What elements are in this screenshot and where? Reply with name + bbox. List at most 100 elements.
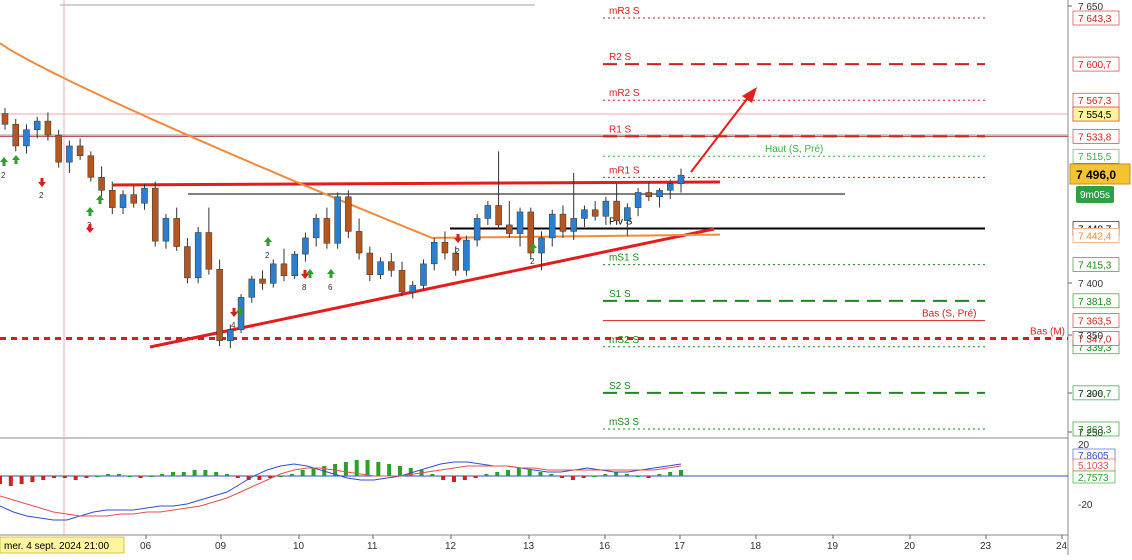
time-axis-label: 13 [523,541,535,552]
candle [205,207,213,275]
candle [463,235,470,276]
candle-body [173,218,180,247]
sell-signal-arrow [230,308,238,317]
signal-line [0,465,682,517]
candle-body [216,269,223,341]
macd-histogram-bar [0,476,2,484]
price-axis-label: 7 650 [1078,2,1103,13]
resistance-trendline [112,180,721,187]
macd-value-text: 7,8605 [1078,451,1109,462]
sell-signal-arrow [86,224,94,233]
macd-histogram-bar [138,476,143,478]
macd-axis-label: -20 [1078,500,1093,511]
candle [420,259,427,290]
time-axis-label: 10 [293,541,305,552]
candle [130,185,138,208]
candle [538,231,545,271]
time-axis-label: 12 [445,541,457,552]
macd-histogram-bar [462,476,467,480]
start-date-box [0,536,125,554]
candle [280,248,288,282]
price-tag-text: 7 442,4 [1078,231,1112,242]
pivot-label: mS3 S [609,417,639,428]
time-axis-label: 20 [904,541,916,552]
time-axis-label: 19 [827,541,839,552]
candle [645,181,653,202]
candle [409,281,416,299]
macd-histogram-bar [527,470,532,476]
time-axis-label: 16 [599,541,611,552]
candle [527,207,535,260]
candle-body [302,237,309,255]
time-axis-label: 23 [980,541,992,552]
candle-body [527,211,535,254]
candle [484,201,492,225]
macd-histogram-bar [84,476,89,478]
macd-histogram-bar [473,476,478,478]
macd-histogram-bar [549,474,554,476]
macd-histogram-bar [484,474,489,476]
sell-signal-arrow [454,234,462,243]
price-tag-text: 7 263,3 [1078,425,1112,436]
candle [302,232,309,262]
price-tag-text: 7 567,3 [1078,96,1112,107]
signal-count: 2 [265,251,270,260]
candle-body [602,200,610,217]
candle-body [227,329,234,341]
candle-body [119,194,127,208]
candle-body [463,239,470,271]
macd-line [0,461,682,521]
candle [602,196,610,225]
pivot-label: mS2 S [609,335,639,346]
candle [388,253,395,277]
pivot-label: mS1 S [609,253,639,264]
pivot-label: mR1 S [609,165,640,176]
macd-histogram-bar [127,476,132,477]
candle-body [141,187,148,204]
candle-body [409,285,416,293]
candle-body [613,200,620,221]
candle-body [55,134,62,163]
candle [227,324,234,349]
pivot-label: R2 S [609,52,632,63]
candle-body [624,207,631,221]
candle [216,259,223,347]
pivot-label: S2 S [609,381,631,392]
candle [66,140,73,173]
candle [677,168,685,193]
arrow-head [742,87,757,103]
candle-body [194,232,202,279]
candle [559,205,567,238]
candle-body [151,187,159,242]
macd-histogram-bar [506,470,511,476]
candle-body [98,177,105,191]
time-axis-label: 11 [367,541,378,552]
candle [259,270,266,290]
macd-histogram-bar [246,476,251,480]
price-tag-highlight [1072,106,1120,122]
candle-body [291,253,298,276]
price-axis-label: 7 250 [1078,428,1103,439]
haut-label: Haut (S, Pré) [765,144,823,155]
time-axis-label: 06 [140,541,152,552]
sell-signal-arrow [301,270,309,279]
candle-body [441,241,449,254]
candle [581,205,588,228]
candle-body [76,145,84,156]
price-tag-box [1072,313,1120,328]
macd-histogram-bar [73,476,78,480]
candle [634,188,642,217]
pivot-label: R1 S [609,124,632,135]
candle [76,138,84,161]
bas-sem-label: Bas (S, Pré) [922,309,976,320]
candle-body [248,278,256,298]
macd-histogram-bar [570,476,575,480]
macd-histogram-bar [354,460,359,476]
candle-body [430,241,438,265]
countdown-text: 9m05s [1080,190,1110,201]
candle [366,246,374,282]
macd-histogram-bar [495,472,500,476]
macd-histogram-bar [624,474,629,476]
